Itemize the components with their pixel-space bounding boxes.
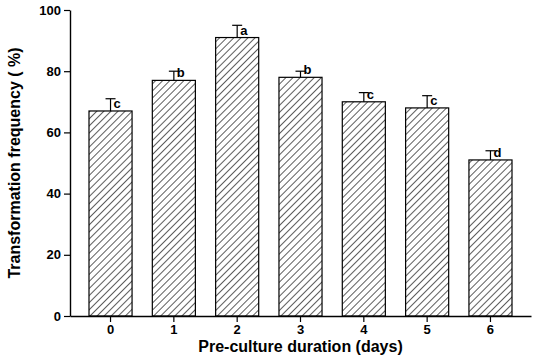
- y-tick: 100: [39, 3, 70, 18]
- x-tick-label: 5: [424, 322, 431, 337]
- bar: [342, 102, 385, 316]
- x-tick-label: 2: [234, 322, 241, 337]
- bar: [152, 80, 195, 316]
- y-tick-mark: [64, 10, 70, 11]
- annotation: b: [177, 65, 185, 80]
- y-axis: 0 20 40 60 80 100: [39, 3, 70, 324]
- y-tick: 40: [47, 186, 70, 201]
- y-tick-mark: [64, 255, 70, 256]
- bar: [89, 111, 132, 316]
- annotation: d: [493, 145, 501, 160]
- bar: [279, 77, 322, 316]
- x-tick: 2: [234, 316, 241, 337]
- x-tick-label: 6: [487, 322, 494, 337]
- y-tick-label: 20: [47, 247, 61, 262]
- annotation: c: [114, 96, 121, 111]
- y-tick-mark: [64, 71, 70, 72]
- x-axis: 0 1 2 3 4 5 6: [71, 316, 532, 337]
- x-tick-label: 1: [170, 322, 177, 337]
- y-tick: 80: [47, 64, 70, 79]
- y-tick-label: 0: [54, 309, 61, 324]
- x-tick-label: 0: [107, 322, 114, 337]
- x-tick: 0: [107, 316, 114, 337]
- x-tick: 6: [487, 316, 494, 337]
- x-tick-mark: [490, 316, 491, 322]
- error-stem: [363, 93, 364, 102]
- y-tick: 0: [54, 309, 70, 324]
- bar: [216, 38, 259, 316]
- error-stem: [300, 71, 301, 77]
- y-tick-label: 80: [47, 64, 61, 79]
- x-tick-mark: [300, 316, 301, 322]
- annotation: c: [367, 87, 374, 102]
- y-tick-mark: [64, 194, 70, 195]
- plot: cbabccd0123456020406080100: [39, 3, 531, 338]
- y-tick-label: 100: [39, 3, 61, 18]
- annotation: a: [240, 23, 248, 38]
- y-axis-line: [70, 11, 71, 317]
- x-tick-mark: [363, 316, 364, 322]
- x-tick: 5: [424, 316, 431, 337]
- error-stem: [490, 151, 491, 160]
- x-tick: 1: [170, 316, 177, 337]
- x-tick-mark: [110, 316, 111, 322]
- y-tick-mark: [64, 132, 70, 133]
- x-tick-mark: [173, 316, 174, 322]
- x-tick: 3: [297, 316, 304, 337]
- y-tick-label: 40: [47, 186, 61, 201]
- y-tick: 60: [47, 125, 70, 140]
- y-tick-label: 60: [47, 125, 61, 140]
- marks: [89, 25, 512, 316]
- y-tick: 20: [47, 247, 70, 262]
- x-tick-label: 3: [297, 322, 304, 337]
- x-tick-label: 4: [360, 322, 368, 337]
- error-stem: [110, 99, 111, 111]
- bar: [469, 160, 512, 316]
- y-axis-title: Transformation frequency ( %): [6, 47, 23, 278]
- bar: [406, 108, 449, 316]
- x-tick: 4: [360, 316, 368, 337]
- annotation: c: [430, 93, 437, 108]
- annotation: b: [304, 62, 312, 77]
- error-stem: [237, 25, 238, 37]
- y-tick-mark: [64, 316, 70, 317]
- chart: cbabccd0123456020406080100Pre-culture du…: [0, 0, 549, 358]
- error-stem: [427, 96, 428, 108]
- x-tick-mark: [237, 316, 238, 322]
- x-tick-mark: [427, 316, 428, 322]
- error-stem: [173, 71, 174, 80]
- x-axis-title: Pre-culture duration (days): [198, 338, 402, 355]
- annotations: c b a b c c d: [114, 23, 502, 160]
